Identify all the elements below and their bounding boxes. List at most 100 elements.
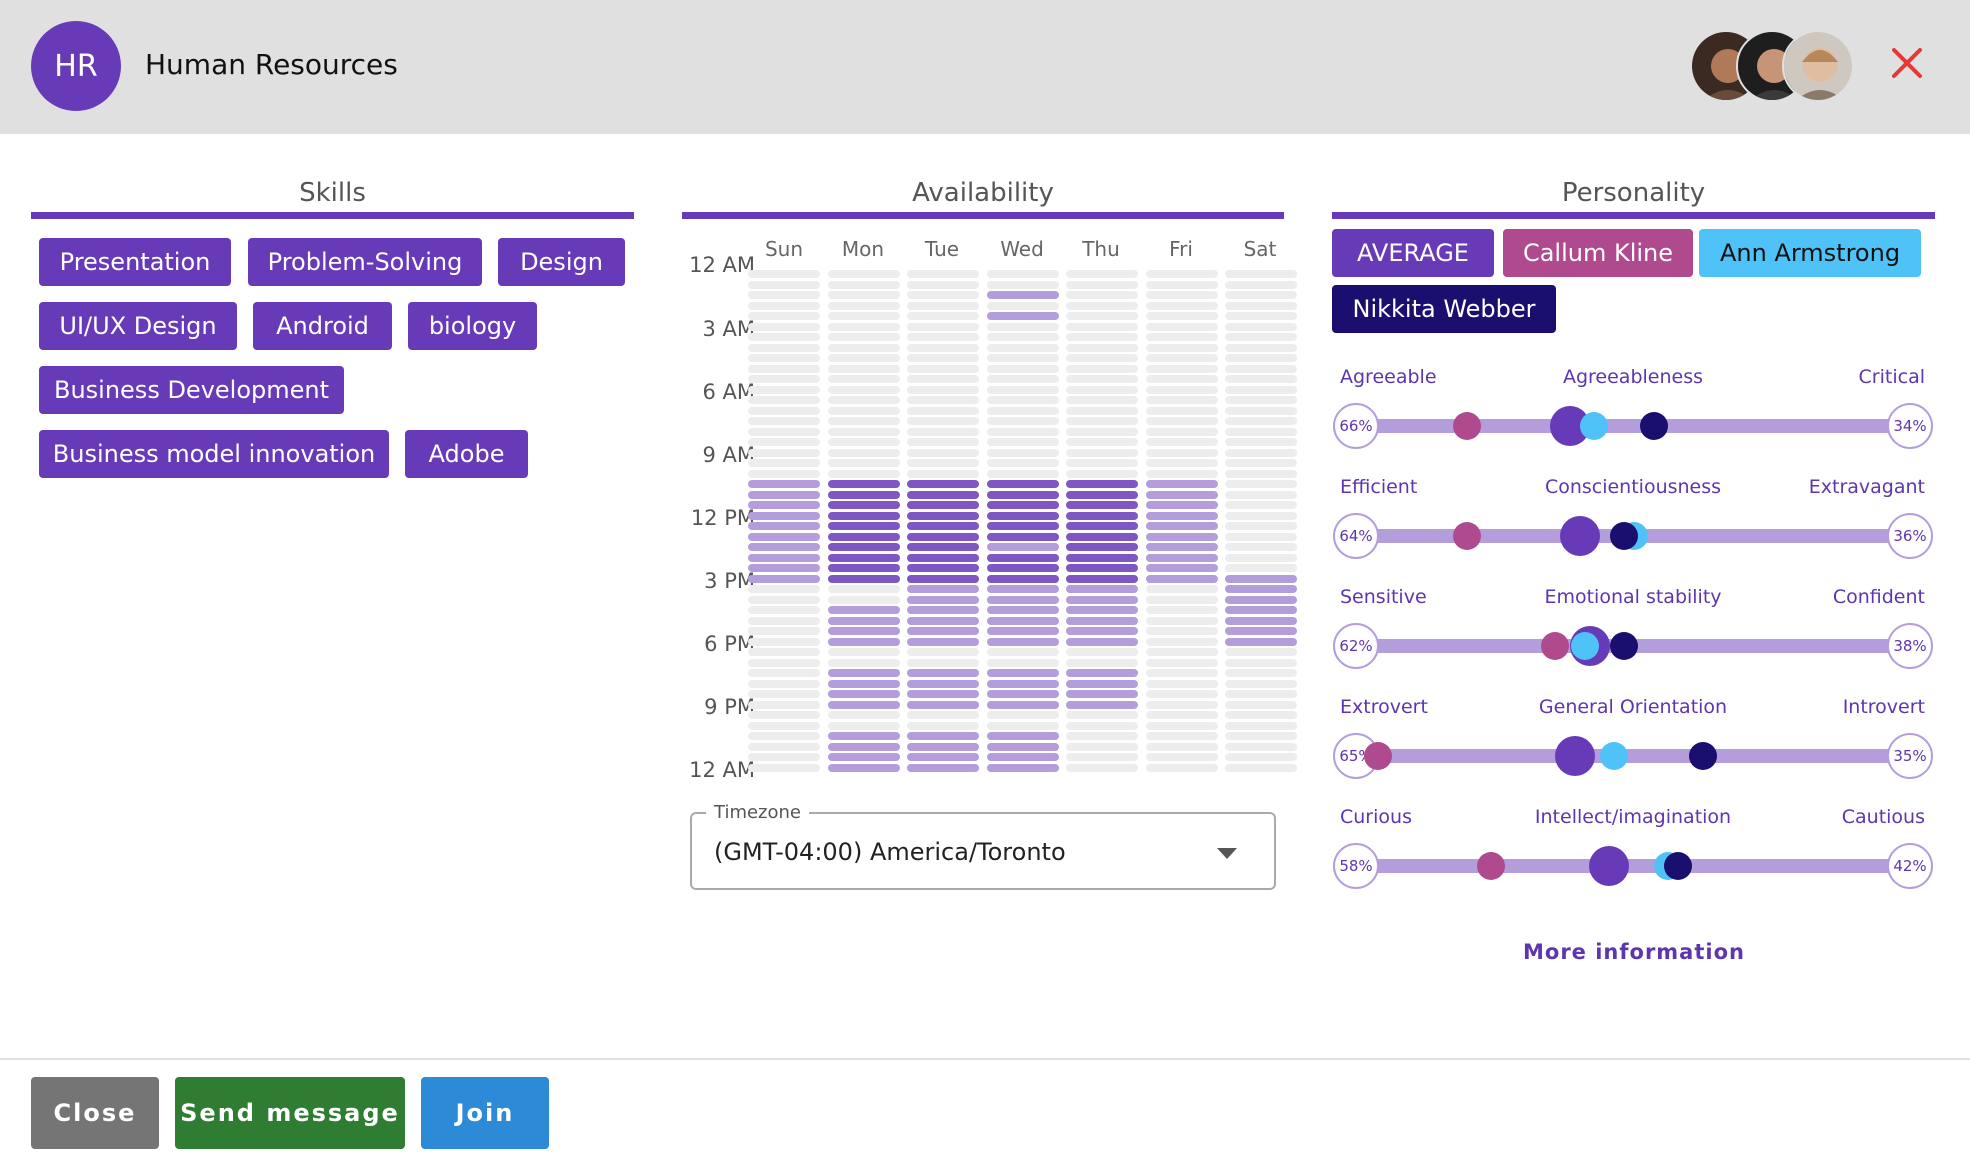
availability-slot[interactable] — [986, 354, 1059, 362]
availability-slot[interactable] — [1066, 280, 1138, 289]
availability-slot[interactable] — [1066, 606, 1138, 614]
availability-slot[interactable] — [986, 763, 1059, 772]
availability-slot[interactable] — [827, 333, 900, 341]
availability-slot[interactable] — [827, 364, 900, 373]
availability-slot[interactable] — [827, 522, 900, 530]
availability-slot[interactable] — [1225, 469, 1297, 478]
availability-slot[interactable] — [907, 648, 979, 656]
availability-slot[interactable] — [907, 469, 979, 478]
availability-slot[interactable] — [1145, 700, 1218, 709]
availability-slot[interactable] — [1066, 343, 1138, 352]
availability-slot[interactable] — [1066, 564, 1138, 572]
availability-slot[interactable] — [1145, 742, 1218, 751]
availability-slot[interactable] — [748, 595, 820, 604]
availability-slot[interactable] — [1145, 385, 1218, 394]
availability-slot[interactable] — [1066, 375, 1138, 383]
availability-slot[interactable] — [1066, 616, 1138, 625]
availability-slot[interactable] — [1066, 721, 1138, 730]
availability-slot[interactable] — [907, 616, 979, 625]
availability-slot[interactable] — [1225, 301, 1297, 310]
availability-slot[interactable] — [827, 648, 900, 656]
join-button[interactable]: Join — [421, 1077, 549, 1149]
availability-slot[interactable] — [1225, 679, 1297, 688]
availability-slot[interactable] — [1145, 438, 1218, 446]
availability-slot[interactable] — [1066, 543, 1138, 551]
availability-slot[interactable] — [1225, 690, 1297, 698]
nikkita-webber-marker[interactable] — [1639, 412, 1668, 440]
availability-slot[interactable] — [748, 280, 820, 289]
availability-slot[interactable] — [827, 480, 900, 488]
availability-slot[interactable] — [986, 637, 1059, 646]
availability-slot[interactable] — [1066, 291, 1138, 299]
availability-slot[interactable] — [1225, 595, 1297, 604]
availability-slot[interactable] — [1225, 448, 1297, 457]
availability-slot[interactable] — [748, 606, 820, 614]
availability-slot[interactable] — [986, 669, 1059, 677]
availability-slot[interactable] — [1145, 375, 1218, 383]
availability-slot[interactable] — [1225, 648, 1297, 656]
availability-slot[interactable] — [748, 438, 820, 446]
availability-slot[interactable] — [748, 711, 820, 719]
availability-slot[interactable] — [986, 501, 1059, 509]
availability-slot[interactable] — [907, 511, 979, 520]
availability-slot[interactable] — [1145, 564, 1218, 572]
availability-slot[interactable] — [748, 721, 820, 730]
availability-slot[interactable] — [986, 480, 1059, 488]
member-avatar-3[interactable] — [1782, 30, 1854, 102]
availability-slot[interactable] — [748, 343, 820, 352]
availability-slot[interactable] — [748, 543, 820, 551]
availability-slot[interactable] — [986, 396, 1059, 404]
availability-slot[interactable] — [827, 721, 900, 730]
availability-slot[interactable] — [907, 669, 979, 677]
availability-slot[interactable] — [907, 543, 979, 551]
availability-slot[interactable] — [986, 658, 1059, 667]
availability-slot[interactable] — [1145, 585, 1218, 593]
availability-slot[interactable] — [1066, 301, 1138, 310]
availability-slot[interactable] — [827, 700, 900, 709]
availability-slot[interactable] — [986, 606, 1059, 614]
availability-slot[interactable] — [827, 291, 900, 299]
availability-slot[interactable] — [748, 700, 820, 709]
availability-slot[interactable] — [748, 375, 820, 383]
availability-slot[interactable] — [827, 669, 900, 677]
availability-slot[interactable] — [1225, 574, 1297, 583]
availability-slot[interactable] — [986, 312, 1059, 320]
availability-slot[interactable] — [1225, 742, 1297, 751]
availability-slot[interactable] — [827, 627, 900, 635]
availability-slot[interactable] — [986, 438, 1059, 446]
availability-slot[interactable] — [1066, 364, 1138, 373]
availability-slot[interactable] — [907, 574, 979, 583]
availability-slot[interactable] — [827, 343, 900, 352]
availability-slot[interactable] — [1066, 658, 1138, 667]
availability-slot[interactable] — [907, 385, 979, 394]
availability-slot[interactable] — [1145, 616, 1218, 625]
availability-slot[interactable] — [1066, 574, 1138, 583]
availability-slot[interactable] — [748, 669, 820, 677]
availability-slot[interactable] — [1145, 532, 1218, 541]
availability-slot[interactable] — [1145, 490, 1218, 499]
availability-slot[interactable] — [907, 490, 979, 499]
availability-slot[interactable] — [748, 511, 820, 520]
availability-slot[interactable] — [1145, 511, 1218, 520]
close-icon[interactable] — [1888, 44, 1926, 82]
availability-slot[interactable] — [1066, 753, 1138, 761]
availability-slot[interactable] — [1225, 564, 1297, 572]
average-marker[interactable] — [1559, 516, 1600, 556]
availability-slot[interactable] — [1145, 364, 1218, 373]
availability-slot[interactable] — [827, 553, 900, 562]
callum-kline-marker[interactable] — [1477, 852, 1506, 880]
availability-slot[interactable] — [1066, 448, 1138, 457]
availability-slot[interactable] — [748, 322, 820, 331]
availability-slot[interactable] — [986, 532, 1059, 541]
person-chip-average[interactable]: AVERAGE — [1332, 229, 1494, 277]
availability-slot[interactable] — [1066, 627, 1138, 635]
availability-slot[interactable] — [827, 375, 900, 383]
availability-slot[interactable] — [1225, 616, 1297, 625]
availability-slot[interactable] — [748, 364, 820, 373]
availability-slot[interactable] — [1145, 280, 1218, 289]
availability-slot[interactable] — [1225, 511, 1297, 520]
availability-slot[interactable] — [748, 763, 820, 772]
availability-slot[interactable] — [1145, 312, 1218, 320]
availability-slot[interactable] — [827, 385, 900, 394]
availability-slot[interactable] — [907, 301, 979, 310]
